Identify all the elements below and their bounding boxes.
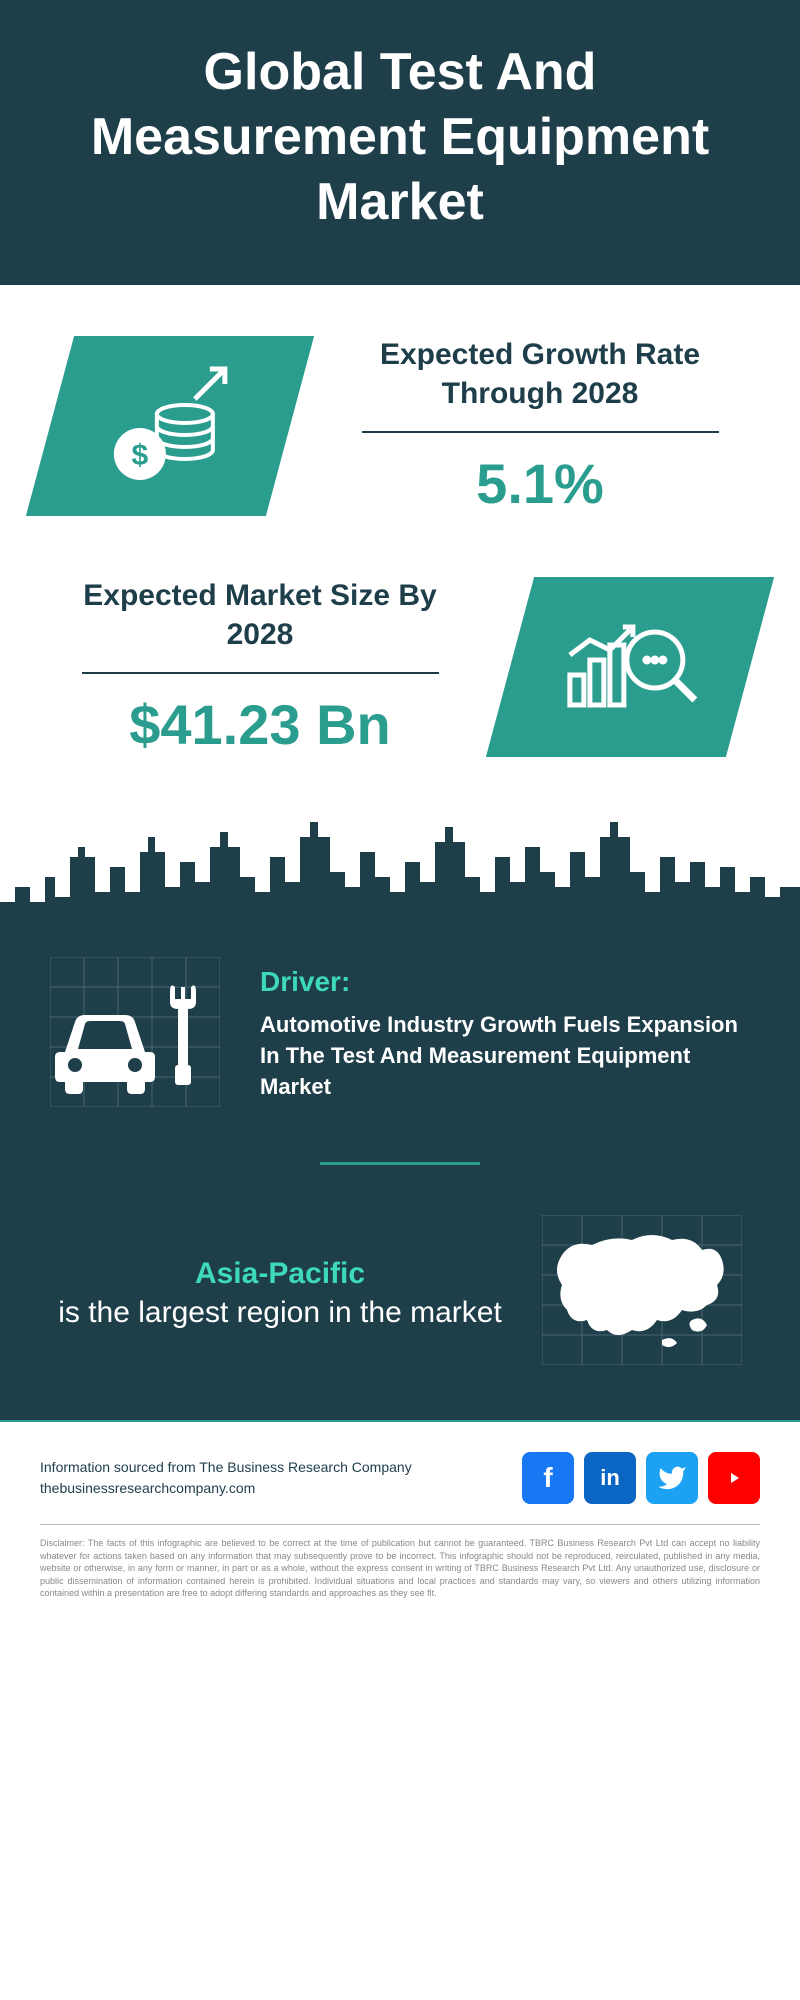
divider [362, 431, 719, 433]
analytics-icon-box [486, 577, 774, 757]
region-row: Asia-Pacific is the largest region in th… [50, 1215, 750, 1370]
size-label: Expected Market Size By 2028 [50, 576, 470, 654]
growth-label: Expected Growth Rate Through 2028 [330, 335, 750, 413]
svg-text:$: $ [132, 438, 149, 471]
source-line1: Information sourced from The Business Re… [40, 1457, 412, 1478]
size-stat: Expected Market Size By 2028 $41.23 Bn [50, 576, 470, 757]
driver-text: Driver: Automotive Industry Growth Fuels… [260, 966, 750, 1102]
growth-value: 5.1% [330, 451, 750, 516]
twitter-icon[interactable] [646, 1452, 698, 1504]
disclaimer: Disclaimer: The facts of this infographi… [0, 1525, 800, 1630]
main-title: Global Test And Measurement Equipment Ma… [30, 40, 770, 235]
source-line2: thebusinessresearchcompany.com [40, 1478, 412, 1499]
asia-map-icon [542, 1215, 742, 1370]
car-wrench-icon [50, 957, 220, 1112]
region-rest: is the largest region in the market [58, 1296, 502, 1329]
driver-description: Automotive Industry Growth Fuels Expansi… [260, 1010, 750, 1102]
footer: Information sourced from The Business Re… [0, 1420, 800, 1524]
analytics-icon [555, 604, 705, 724]
driver-label: Driver: [260, 966, 750, 998]
footer-source: Information sourced from The Business Re… [40, 1457, 412, 1499]
youtube-icon[interactable] [708, 1452, 760, 1504]
social-icons: f in [522, 1452, 760, 1504]
dark-section: Driver: Automotive Industry Growth Fuels… [0, 927, 800, 1420]
header: Global Test And Measurement Equipment Ma… [0, 0, 800, 285]
divider [82, 672, 439, 674]
region-text: Asia-Pacific is the largest region in th… [58, 1254, 502, 1332]
money-growth-icon: $ [100, 358, 240, 488]
driver-row: Driver: Automotive Industry Growth Fuels… [50, 957, 750, 1112]
size-value: $41.23 Bn [50, 692, 470, 757]
market-size-section: Expected Market Size By 2028 $41.23 Bn [0, 546, 800, 807]
growth-icon-box: $ [26, 336, 314, 516]
section-divider [320, 1162, 480, 1165]
skyline-divider [0, 807, 800, 927]
linkedin-icon[interactable]: in [584, 1452, 636, 1504]
growth-stat: Expected Growth Rate Through 2028 5.1% [330, 335, 750, 516]
region-highlight: Asia-Pacific [195, 1257, 365, 1290]
facebook-icon[interactable]: f [522, 1452, 574, 1504]
growth-rate-section: $ Expected Growth Rate Through 2028 5.1% [0, 285, 800, 546]
